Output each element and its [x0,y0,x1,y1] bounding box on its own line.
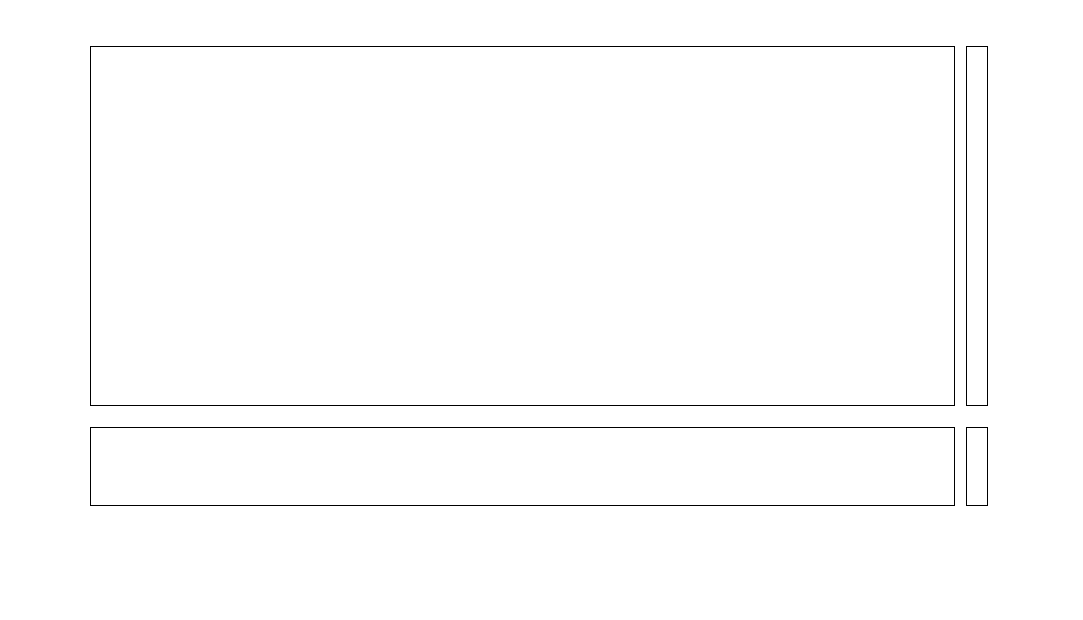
lfc-y-axis-label [24,356,40,576]
sfc-y-axis-label [8,116,24,336]
sfc-colorbar [967,47,987,405]
sfc-spectrogram [91,47,954,405]
sfc-colorbar-panel [966,46,988,406]
lfc-colorbar-panel [966,427,988,506]
lfc-colorbar-label [1024,354,1040,574]
lfc-colorbar [967,428,987,505]
sfc-spectrogram-panel [90,46,955,406]
lfc-spectrogram-panel [90,427,955,506]
sfc-colorbar-label [1036,116,1052,336]
lfc-spectrogram [91,428,954,505]
